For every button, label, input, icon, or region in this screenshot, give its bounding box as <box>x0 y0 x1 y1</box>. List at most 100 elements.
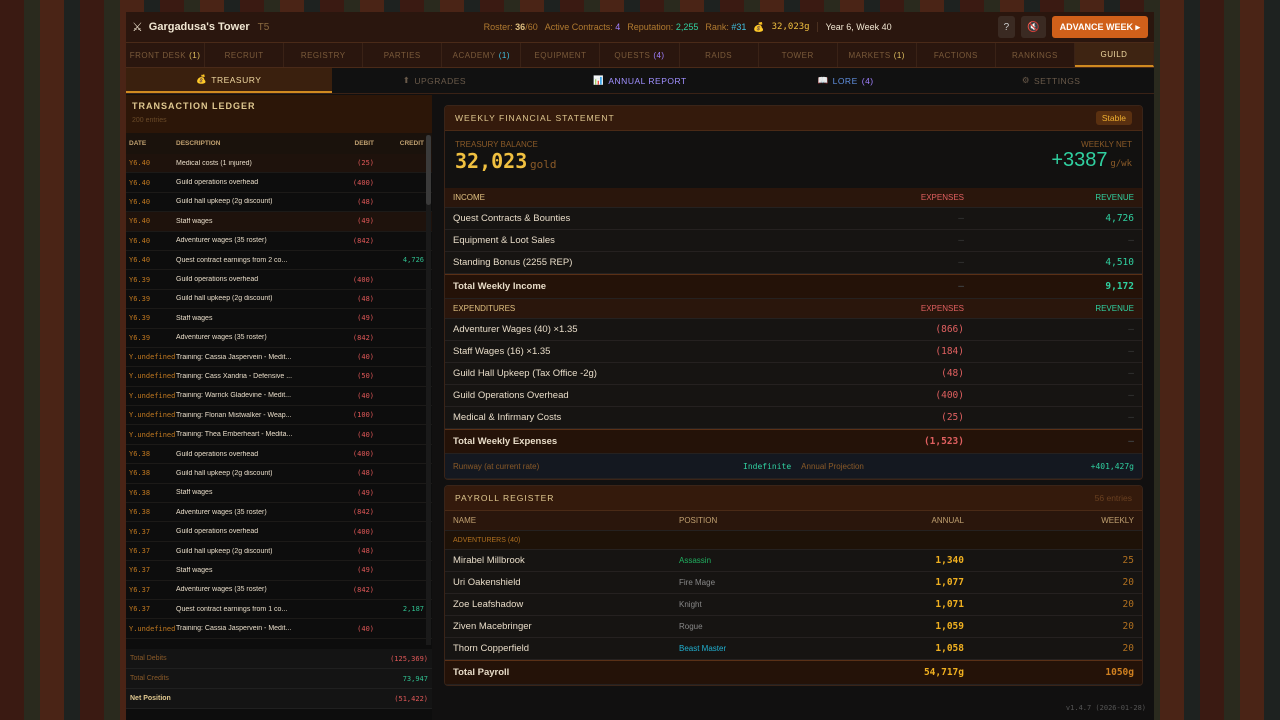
nav-tab-guild[interactable]: GUILD <box>1074 43 1155 67</box>
subtab-icon: 📊 <box>593 75 605 85</box>
ledger-row[interactable]: Y.undefined Training: Cassia Jaspervein -… <box>126 348 432 368</box>
row-description: Guild operations overhead <box>176 179 259 187</box>
row-description: Guild hall upkeep (2g discount) <box>176 469 273 477</box>
runway-value: Indefinite <box>743 461 792 471</box>
nav-tab-academy[interactable]: ACADEMY (1) <box>442 43 522 67</box>
nav-tab-registry[interactable]: REGISTRY <box>284 43 364 67</box>
subtab-lore[interactable]: 📖 LORE (4) <box>743 68 949 93</box>
ledger-row[interactable]: Y6.38 Guild hall upkeep (2g discount) (48) <box>126 464 432 484</box>
nav-tab-equipment[interactable]: EQUIPMENT <box>521 43 601 67</box>
nav-tab-parties[interactable]: PARTIES <box>363 43 443 67</box>
ledger-row[interactable]: Y6.39 Guild hall upkeep (2g discount) (48) <box>126 290 432 310</box>
row-date: Y6.40 <box>129 197 151 206</box>
subtab-treasury[interactable]: 💰 TREASURY <box>126 68 332 93</box>
nav-tab-front-desk[interactable]: FRONT DESK (1) <box>126 43 206 67</box>
ledger-row[interactable]: Y6.37 Staff wages (49) <box>126 561 432 581</box>
payroll-row[interactable]: Thorn Copperfield Beast Master 1,058 20 <box>445 638 1142 660</box>
employee-position: Rogue <box>679 622 703 631</box>
mute-icon[interactable]: 🔇 <box>1021 16 1046 38</box>
subtab-settings[interactable]: ⚙ SETTINGS <box>948 68 1154 93</box>
row-debit: (40) <box>357 391 374 400</box>
col-description: DESCRIPTION <box>176 140 221 147</box>
row-revenue: — <box>1128 235 1134 246</box>
payroll-header: PAYROLL REGISTER 56 entries <box>445 486 1142 511</box>
contracts-label: Active Contracts: <box>544 22 613 32</box>
ledger-row[interactable]: Y.undefined Training: Cass Xandria - Defe… <box>126 367 432 387</box>
ledger-row[interactable]: Y.undefined Training: Cassia Jaspervein -… <box>126 619 432 639</box>
row-revenue: — <box>1128 368 1134 379</box>
advance-week-button[interactable]: ADVANCE WEEK ▸ <box>1051 16 1148 38</box>
ledger-row[interactable]: Y6.40 Quest contract earnings from 2 co..… <box>126 251 432 271</box>
total-value: (125,369) <box>390 654 428 663</box>
row-date: Y6.39 <box>129 314 151 323</box>
row-date: Y.undefined <box>129 411 176 420</box>
nav-tab-quests[interactable]: QUESTS (4) <box>600 43 680 67</box>
guild-subtabs: 💰 TREASURY ⬆ UPGRADES 📊 ANNUAL REPORT 📖 LORE (4)… <box>126 68 1154 94</box>
payroll-row[interactable]: Mirabel Millbrook Assassin 1,340 25 <box>445 550 1142 572</box>
nav-tab-label: RAIDS <box>705 50 733 60</box>
payroll-row[interactable]: Ziven Macebringer Rogue 1,059 20 <box>445 616 1142 638</box>
nav-tab-label: MARKETS <box>848 50 891 60</box>
nav-tab-rankings[interactable]: RANKINGS <box>996 43 1075 67</box>
row-description: Guild hall upkeep (2g discount) <box>176 547 273 555</box>
ledger-row[interactable]: Y.undefined Training: Florian Mistwalker … <box>126 406 432 426</box>
row-description: Adventurer wages (35 roster) <box>176 334 267 342</box>
ledger-row[interactable]: Y6.37 Guild hall upkeep (2g discount) (48) <box>126 542 432 562</box>
ledger-row[interactable]: Y.undefined Training: Thea Emberheart - M… <box>126 425 432 445</box>
projection-label: Annual Projection <box>801 461 864 471</box>
row-debit: (49) <box>357 488 374 497</box>
help-button[interactable]: ? <box>997 16 1016 38</box>
total-row: Total Weekly Income — 9,172 <box>445 274 1142 299</box>
reputation-label: Reputation: <box>627 22 674 32</box>
ledger-row[interactable]: Y6.37 Adventurer wages (35 roster) (842) <box>126 581 432 600</box>
row-debit: (40) <box>357 430 374 439</box>
total-label: Net Position <box>130 695 171 702</box>
row-date: Y6.37 <box>129 585 151 594</box>
subtab-upgrades[interactable]: ⬆ UPGRADES <box>332 68 538 93</box>
payroll-row[interactable]: Zoe Leafshadow Knight 1,071 20 <box>445 594 1142 616</box>
nav-tab-raids[interactable]: RAIDS <box>680 43 759 67</box>
nav-tab-tower[interactable]: TOWER <box>759 43 838 67</box>
nav-tab-factions[interactable]: FACTIONS <box>917 43 996 67</box>
row-description: Staff wages <box>176 566 213 574</box>
ledger-row[interactable]: Y6.39 Staff wages (49) <box>126 309 432 329</box>
annual-wage: 1,058 <box>935 643 964 654</box>
ledger-scrollbar[interactable] <box>426 135 431 645</box>
ledger-row[interactable]: Y6.38 Guild operations overhead (400) <box>126 445 432 465</box>
row-debit: (49) <box>357 566 374 575</box>
ledger-row[interactable]: Y6.37 Guild operations overhead (400) <box>126 522 432 542</box>
ledger-row[interactable]: Y.undefined Training: Warrick Gladevine -… <box>126 387 432 407</box>
nav-tab-markets[interactable]: MARKETS (1) <box>838 43 917 67</box>
total-label: Total Debits <box>130 655 167 662</box>
row-date: Y6.37 <box>129 566 151 575</box>
ledger-column-headers: DATE DESCRIPTION DEBIT CREDIT <box>126 133 432 154</box>
row-label: Equipment & Loot Sales <box>453 235 555 246</box>
ledger-row[interactable]: Y6.39 Adventurer wages (35 roster) (842) <box>126 329 432 348</box>
balance-value: 32,023 <box>455 149 528 173</box>
ledger-row[interactable]: Y6.38 Staff wages (49) <box>126 484 432 504</box>
ledger-row[interactable]: Y6.37 Quest contract earnings from 1 co..… <box>126 600 432 620</box>
payroll-row[interactable]: Uri Oakenshield Fire Mage 1,077 20 <box>445 572 1142 594</box>
ledger-row[interactable]: Y6.40 Guild hall upkeep (2g discount) (48) <box>126 193 432 213</box>
ledger-row[interactable]: Y6.39 Guild operations overhead (400) <box>126 270 432 290</box>
row-label: Total Weekly Expenses <box>453 436 558 447</box>
ledger-row[interactable]: Y6.40 Guild operations overhead (400) <box>126 173 432 193</box>
employee-name: Zoe Leafshadow <box>453 599 524 610</box>
status-badge: Stable <box>1095 111 1132 125</box>
ledger-row[interactable]: Y6.38 Adventurer wages (35 roster) (842) <box>126 503 432 523</box>
row-description: Training: Cassia Jaspervein - Medit... <box>176 353 292 361</box>
nav-tab-label: FACTIONS <box>933 50 978 60</box>
subtab-annual-report[interactable]: 📊 ANNUAL REPORT <box>537 68 743 93</box>
row-date: Y6.39 <box>129 333 151 342</box>
ledger-row[interactable]: Y6.40 Staff wages (49) <box>126 212 432 232</box>
statement-row: Standing Bonus (2255 REP) — 4,510 <box>445 252 1142 274</box>
row-debit: (400) <box>352 275 374 284</box>
row-date: Y6.40 <box>129 159 151 168</box>
weekly-net: WEEKLY NET +3387 g/wk <box>1051 140 1132 179</box>
ledger-row[interactable]: Y6.40 Adventurer wages (35 roster) (842) <box>126 232 432 251</box>
row-date: Y6.37 <box>129 605 151 614</box>
nav-tab-recruit[interactable]: RECRUIT <box>205 43 285 67</box>
nav-tab-badge: (4) <box>653 50 665 60</box>
ledger-row[interactable]: Y6.40 Medical costs (1 injured) (25) <box>126 154 432 174</box>
nav-tab-label: TOWER <box>781 50 814 60</box>
